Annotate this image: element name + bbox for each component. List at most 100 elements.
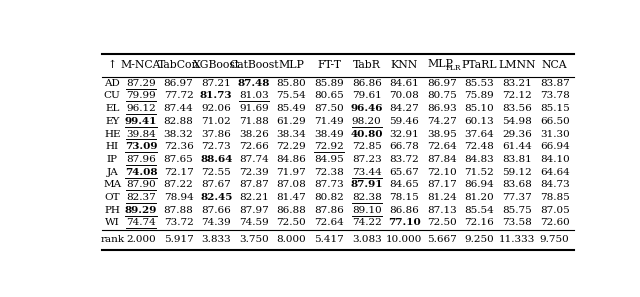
Text: 84.65: 84.65 — [389, 180, 419, 189]
Text: 72.10: 72.10 — [427, 168, 457, 177]
Text: 5.417: 5.417 — [314, 236, 344, 244]
Text: 86.93: 86.93 — [427, 104, 457, 113]
Text: 86.86: 86.86 — [352, 79, 381, 88]
Text: 85.54: 85.54 — [465, 206, 494, 215]
Text: 71.88: 71.88 — [239, 117, 269, 126]
Text: 86.97: 86.97 — [427, 79, 457, 88]
Text: ↑: ↑ — [108, 60, 117, 70]
Text: 91.69: 91.69 — [239, 104, 269, 113]
Text: 66.50: 66.50 — [540, 117, 570, 126]
Text: 71.02: 71.02 — [202, 117, 231, 126]
Text: 74.08: 74.08 — [125, 168, 157, 177]
Text: 87.17: 87.17 — [427, 180, 457, 189]
Text: 9.250: 9.250 — [465, 236, 494, 244]
Text: 72.50: 72.50 — [276, 219, 307, 228]
Text: HI: HI — [106, 142, 119, 151]
Text: 81.20: 81.20 — [465, 193, 494, 202]
Text: 83.68: 83.68 — [502, 180, 532, 189]
Text: 54.98: 54.98 — [502, 117, 532, 126]
Text: 87.13: 87.13 — [427, 206, 457, 215]
Text: 73.58: 73.58 — [502, 219, 532, 228]
Text: 85.80: 85.80 — [276, 79, 307, 88]
Text: 84.95: 84.95 — [314, 155, 344, 164]
Text: 79.61: 79.61 — [352, 91, 381, 100]
Text: JA: JA — [106, 168, 118, 177]
Text: 83.21: 83.21 — [502, 79, 532, 88]
Text: 72.66: 72.66 — [239, 142, 269, 151]
Text: TabCon: TabCon — [158, 60, 199, 70]
Text: 74.27: 74.27 — [427, 117, 457, 126]
Text: 40.80: 40.80 — [350, 129, 383, 138]
Text: HE: HE — [104, 129, 120, 138]
Text: 72.85: 72.85 — [352, 142, 381, 151]
Text: 86.88: 86.88 — [276, 206, 307, 215]
Text: 72.60: 72.60 — [540, 219, 570, 228]
Text: 87.90: 87.90 — [126, 180, 156, 189]
Text: 83.87: 83.87 — [540, 79, 570, 88]
Text: NCA: NCA — [542, 60, 568, 70]
Text: 82.38: 82.38 — [352, 193, 381, 202]
Text: 72.73: 72.73 — [202, 142, 231, 151]
Text: 78.85: 78.85 — [540, 193, 570, 202]
Text: MA: MA — [103, 180, 122, 189]
Text: 72.36: 72.36 — [164, 142, 193, 151]
Text: 87.50: 87.50 — [314, 104, 344, 113]
Text: MLP: MLP — [427, 59, 453, 69]
Text: 10.000: 10.000 — [386, 236, 422, 244]
Text: 77.72: 77.72 — [164, 91, 193, 100]
Text: 71.49: 71.49 — [314, 117, 344, 126]
Text: 87.87: 87.87 — [239, 180, 269, 189]
Text: 72.92: 72.92 — [314, 142, 344, 151]
Text: 84.10: 84.10 — [540, 155, 570, 164]
Text: 87.91: 87.91 — [350, 180, 383, 189]
Text: 89.10: 89.10 — [352, 206, 381, 215]
Text: AD: AD — [104, 79, 120, 88]
Text: 87.88: 87.88 — [164, 206, 193, 215]
Text: 83.72: 83.72 — [389, 155, 419, 164]
Text: 87.74: 87.74 — [239, 155, 269, 164]
Text: 72.12: 72.12 — [502, 91, 532, 100]
Text: 98.20: 98.20 — [352, 117, 381, 126]
Text: 71.52: 71.52 — [465, 168, 494, 177]
Text: MLP: MLP — [278, 60, 305, 70]
Text: 72.16: 72.16 — [465, 219, 494, 228]
Text: 87.22: 87.22 — [164, 180, 193, 189]
Text: 86.86: 86.86 — [389, 206, 419, 215]
Text: PLR: PLR — [445, 64, 460, 72]
Text: 87.96: 87.96 — [126, 155, 156, 164]
Text: 65.67: 65.67 — [389, 168, 419, 177]
Text: 75.54: 75.54 — [276, 91, 307, 100]
Text: 81.73: 81.73 — [200, 91, 232, 100]
Text: 85.10: 85.10 — [465, 104, 494, 113]
Text: 82.37: 82.37 — [126, 193, 156, 202]
Text: 59.12: 59.12 — [502, 168, 532, 177]
Text: 85.49: 85.49 — [276, 104, 307, 113]
Text: 59.46: 59.46 — [389, 117, 419, 126]
Text: 37.86: 37.86 — [202, 129, 231, 138]
Text: CatBoost: CatBoost — [229, 60, 278, 70]
Text: 38.49: 38.49 — [314, 129, 344, 138]
Text: 73.72: 73.72 — [164, 219, 193, 228]
Text: 81.47: 81.47 — [276, 193, 307, 202]
Text: 83.56: 83.56 — [502, 104, 532, 113]
Text: 5.667: 5.667 — [427, 236, 457, 244]
Text: 96.12: 96.12 — [126, 104, 156, 113]
Text: KNN: KNN — [390, 60, 418, 70]
Text: 29.36: 29.36 — [502, 129, 532, 138]
Text: OT: OT — [104, 193, 120, 202]
Text: 86.97: 86.97 — [164, 79, 193, 88]
Text: 84.86: 84.86 — [276, 155, 307, 164]
Text: 9.750: 9.750 — [540, 236, 570, 244]
Text: 87.23: 87.23 — [352, 155, 381, 164]
Text: 99.41: 99.41 — [125, 117, 157, 126]
Text: 72.48: 72.48 — [465, 142, 494, 151]
Text: 74.74: 74.74 — [126, 219, 156, 228]
Text: 84.27: 84.27 — [389, 104, 419, 113]
Text: 66.94: 66.94 — [540, 142, 570, 151]
Text: 84.73: 84.73 — [540, 180, 570, 189]
Text: 72.29: 72.29 — [276, 142, 307, 151]
Text: 72.55: 72.55 — [202, 168, 231, 177]
Text: 87.48: 87.48 — [237, 79, 270, 88]
Text: 31.30: 31.30 — [540, 129, 570, 138]
Text: 96.46: 96.46 — [350, 104, 383, 113]
